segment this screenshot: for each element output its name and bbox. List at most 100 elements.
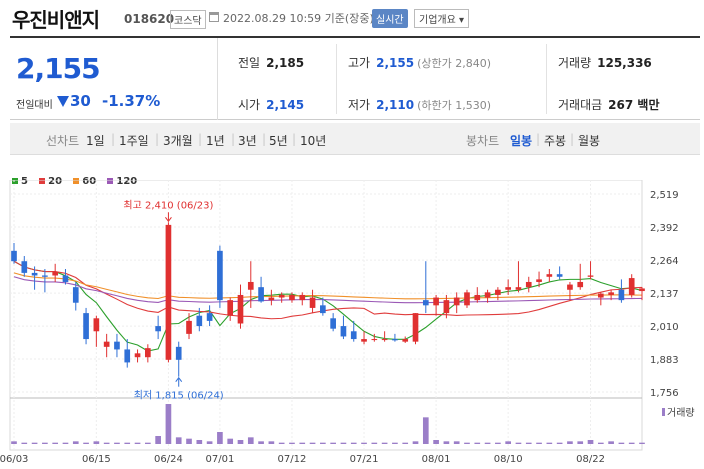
volume-bar [237, 440, 244, 444]
period-1w[interactable]: 1주일 [119, 134, 149, 148]
volume-legend-label: 거래량 [667, 407, 695, 419]
candle-body [278, 294, 285, 298]
candle-body [464, 292, 470, 306]
current-price-panel: 2,155 전일대비 30 -1.37% [10, 38, 218, 120]
volume-bar [114, 442, 120, 444]
volume-bar [628, 442, 635, 444]
volume-bar [577, 441, 584, 444]
separator: | [198, 132, 203, 146]
candle-body [72, 287, 79, 303]
price-summary: 2,155 전일대비 30 -1.37% 전일 2,185 시가 2,145 고가 2… [10, 36, 700, 120]
candle-body [577, 281, 584, 288]
candle-body [31, 272, 38, 276]
open: 시가 2,145 [238, 96, 304, 113]
prev-close-value: 2,185 [266, 56, 305, 70]
candle-body [21, 261, 28, 273]
candle-body [258, 287, 264, 302]
volume-bar [268, 441, 275, 444]
x-tick-label: 06/15 [82, 454, 111, 465]
candle-body [155, 326, 161, 332]
legend-ma20: 20 [39, 176, 62, 187]
volume-bar [515, 442, 522, 444]
volume-bar [217, 432, 223, 444]
candle-body [289, 294, 295, 301]
volume-bar [175, 437, 182, 444]
volume-bar [371, 442, 378, 444]
period-1d[interactable]: 1일 [86, 134, 105, 148]
candle-body [422, 300, 429, 306]
period-3y[interactable]: 3년 [238, 134, 257, 148]
candle-body [114, 341, 120, 350]
candle-body [495, 289, 501, 295]
candle-body [320, 305, 326, 314]
candle-body [525, 281, 532, 288]
volume-bar [278, 442, 285, 444]
divider [546, 44, 547, 114]
x-tick-label: 08/01 [422, 454, 451, 465]
candle-body [330, 318, 336, 329]
candlestick-chart[interactable]: 2,519 2,392 2,264 2,137 2,010 1,883 1,756 06/03… [0, 180, 704, 469]
candle-body [505, 287, 511, 290]
realtime-button[interactable]: 실시간 [372, 9, 408, 28]
candle-body [536, 279, 542, 282]
corp-info-dropdown[interactable]: 기업개요 ▾ [414, 9, 469, 28]
y-tick-label: 2,392 [650, 223, 679, 234]
period-5y[interactable]: 5년 [269, 134, 288, 148]
prev-close: 전일 2,185 [238, 54, 304, 71]
high-arrow-head [165, 216, 172, 223]
down-triangle-icon [57, 96, 69, 107]
high-value: 2,155 [376, 56, 415, 70]
candle-body [145, 348, 151, 358]
separator: | [155, 132, 160, 146]
candle-body [299, 294, 306, 301]
amount-value: 267 백만 [608, 98, 660, 112]
candle-body [52, 271, 59, 276]
volume-value: 125,336 [597, 56, 652, 70]
y-tick-label: 2,137 [650, 289, 679, 300]
volume-bar [247, 437, 254, 444]
volume-bar [227, 438, 234, 444]
separator: | [536, 132, 541, 146]
candle-body [474, 294, 481, 301]
candle-body [227, 300, 234, 316]
candle-body [186, 320, 192, 334]
calendar-icon [209, 12, 219, 22]
volume-bar [196, 440, 203, 444]
candle-daily[interactable]: 일봉 [510, 134, 533, 148]
stock-name: 우진비앤지 [12, 8, 100, 32]
volume-bar [11, 441, 17, 444]
candle-body [515, 287, 522, 290]
candle-body [443, 300, 450, 314]
volume-legend-swatch [662, 408, 665, 416]
ma-line-120 [13, 276, 643, 304]
volume-bar [134, 442, 141, 444]
volume-bar [309, 442, 316, 444]
period-1y[interactable]: 1년 [206, 134, 225, 148]
x-tick-label: 08/10 [494, 454, 523, 465]
volume-bar [546, 442, 553, 444]
line-chart-label: 선차트 [46, 134, 80, 148]
candle-body [392, 339, 398, 341]
stock-header: 우진비앤지 018620 코스닥 2022.08.29 10:59 기준(장중)… [0, 0, 704, 36]
period-10y[interactable]: 10년 [300, 134, 327, 148]
candle-body [546, 274, 553, 277]
candle-monthly[interactable]: 월봉 [578, 134, 601, 148]
candle-body [608, 292, 614, 295]
volume-bar [124, 442, 131, 444]
candle-body [165, 224, 172, 360]
volume-bar [536, 442, 542, 444]
candle-weekly[interactable]: 주봉 [544, 134, 567, 148]
volume-bar [567, 441, 573, 444]
volume-bar [350, 442, 357, 444]
ma-line-60 [13, 272, 643, 300]
volume-bar [361, 442, 367, 444]
ma-line-5 [13, 260, 643, 352]
period-3m[interactable]: 3개월 [163, 134, 193, 148]
candle-body [628, 278, 635, 295]
y-tick-label: 2,264 [650, 256, 679, 267]
volume-bar [443, 441, 450, 444]
candle-chart-label: 봉차트 [466, 134, 500, 148]
volume-bar [505, 441, 511, 444]
volume-bar [474, 442, 481, 444]
y-tick-label: 2,519 [650, 190, 679, 201]
